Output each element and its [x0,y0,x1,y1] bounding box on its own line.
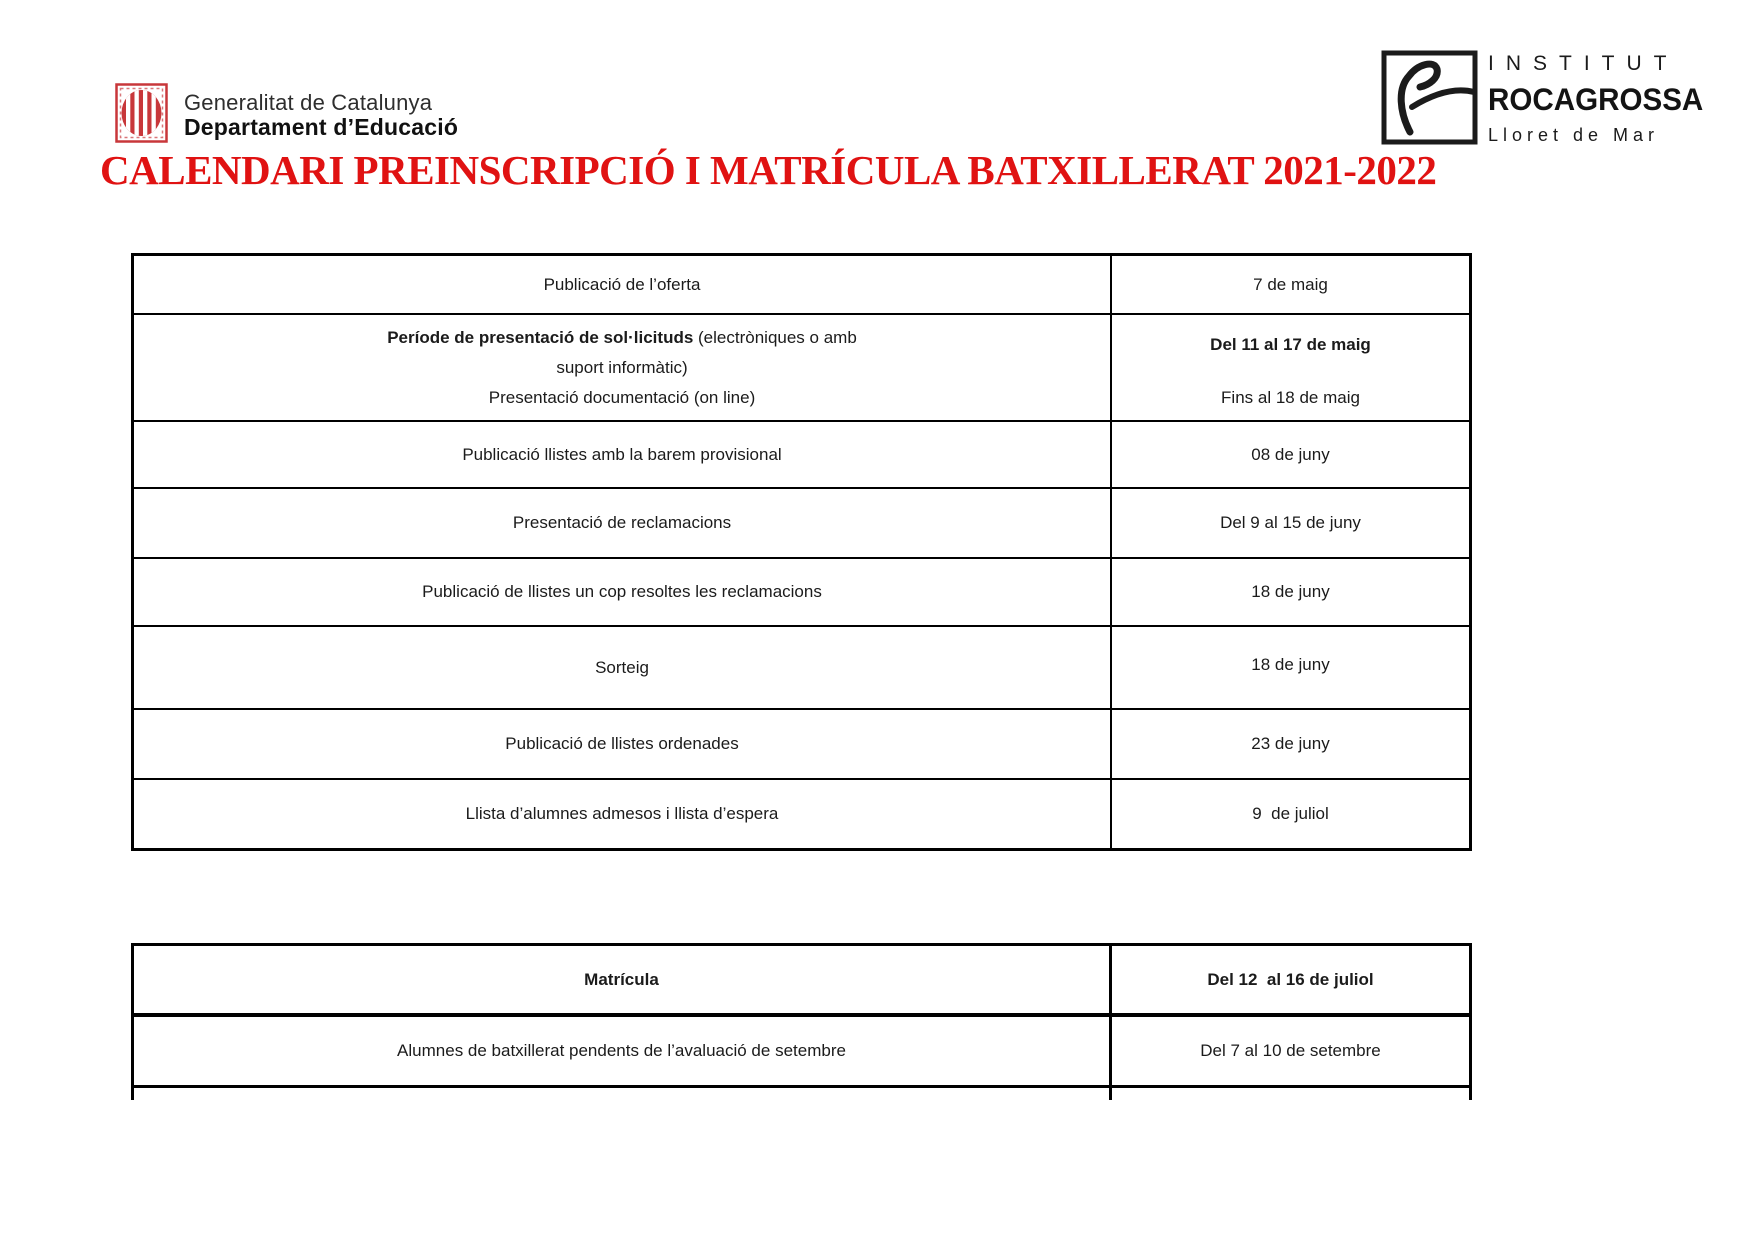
rocagrossa-swoosh-icon [1381,50,1478,150]
table-row: Publicació de llistes ordenades 23 de ju… [134,708,1469,778]
event-cell: Sorteig [134,627,1112,708]
table-row: Publicació de llistes un cop resoltes le… [134,557,1469,625]
generalitat-wordmark: Generalitat de Catalunya Departament d’E… [184,90,458,140]
matricula-table: Matrícula Del 12 al 16 de juliol Alumnes… [131,943,1472,1100]
date-cell: 7 de maig [1253,274,1328,294]
page-title: CALENDARI PREINSCRIPCIÓ I MATRÍCULA BATX… [100,147,1437,193]
rocagrossa-city-label: Lloret de Mar [1488,125,1660,145]
rocagrossa-name-label: ROCAGROSSA [1488,83,1704,118]
rocagrossa-institut-label: INSTITUT [1488,52,1679,75]
date-cell: 08 de juny [1251,444,1330,464]
rocagrossa-wordmark: INSTITUT ROCAGROSSA Lloret de Mar [1488,52,1703,146]
event-cell: Publicació de l’oferta [134,256,1112,313]
date-cell: 18 de juny [1251,582,1330,601]
event-line3: Presentació documentació (on line) [488,387,756,407]
event-line1: Període de presentació de sol·licituds (… [387,327,857,347]
event-cell: Presentació de reclamacions [134,489,1112,557]
event-cell: Publicació llistes amb la barem provisio… [134,422,1112,487]
table-edge-stub [1469,1088,1472,1100]
date-cell: 9 de juliol [1252,804,1329,823]
date-cell: Del 12 al 16 de juliol [1207,969,1374,989]
table-row: Publicació llistes amb la barem provisio… [134,420,1469,487]
table-row: Publicació de l’oferta 7 de maig [134,256,1469,313]
table-edge-stub [1109,1088,1112,1100]
event-cell: Alumnes de batxillerat pendents de l’ava… [134,1017,1112,1085]
date-cell: Del 9 al 15 de juny [1220,513,1361,532]
table-row: Matrícula Del 12 al 16 de juliol [134,946,1469,1013]
table-row: Alumnes de batxillerat pendents de l’ava… [134,1013,1469,1085]
table-edge-stub [131,1088,134,1100]
table-row: Període de presentació de sol·licituds (… [134,313,1469,420]
table-row: Presentació de reclamacions Del 9 al 15 … [134,487,1469,557]
event-cell: Període de presentació de sol·licituds (… [134,315,1112,420]
event-cell: Matrícula [134,946,1112,1013]
calendar-table: Publicació de l’oferta 7 de maig Període… [131,253,1472,851]
event-cell: Publicació de llistes ordenades [134,710,1112,778]
date-line1: Del 11 al 17 de maig [1210,335,1371,354]
event-cell: Publicació de llistes un cop resoltes le… [134,559,1112,625]
generalitat-senyera-icon [115,83,168,148]
generalitat-line2: Departament d’Educació [184,114,459,140]
table-row: Sorteig 18 de juny [134,625,1469,708]
date-cell: 18 de juny [1251,655,1330,674]
event-line2: suport informàtic) [556,357,688,377]
date-line2: Fins al 18 de maig [1221,388,1360,407]
date-cell: Del 11 al 17 de maig Fins al 18 de maig [1112,315,1469,420]
event-cell: Llista d’alumnes admesos i llista d’espe… [134,780,1112,848]
table-row: Llista d’alumnes admesos i llista d’espe… [134,778,1469,848]
date-cell: Del 7 al 10 de setembre [1200,1041,1381,1060]
date-cell: 23 de juny [1251,734,1330,753]
generalitat-line1: Generalitat de Catalunya [184,90,433,115]
